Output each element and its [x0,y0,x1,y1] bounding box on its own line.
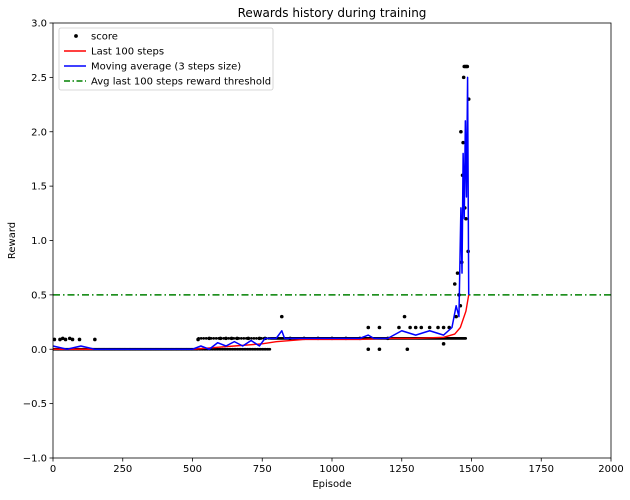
score-point-17 [279,314,284,319]
score-point-34 [441,325,446,330]
x-tick-label-2000: 2000 [598,464,623,475]
x-axis-label: Episode [312,479,351,490]
score-point-41 [454,314,458,319]
score-point-29 [408,325,412,330]
score-point-55 [465,64,470,69]
score-point-15 [257,336,262,341]
score-point-7 [93,337,97,342]
score-point-4 [67,336,72,341]
score-point-37 [377,347,382,352]
score-point [204,336,208,340]
score-point [212,336,216,340]
legend-item-3: Avg last 100 steps reward threshold [64,77,271,88]
score-point-40 [452,282,457,286]
score-point-36 [366,347,371,352]
plot-content [53,64,611,352]
score-point-28 [402,314,407,319]
y-tick-label-6: 2.0 [31,127,47,138]
y-tick-label-4: 1.0 [31,236,47,247]
x-tick-label-1500: 1500 [459,464,484,475]
legend-item-0: score [74,32,118,43]
legend-label-1: Last 100 steps [91,47,164,58]
y-tick-label-3: 0.5 [31,290,47,301]
x-tick-label-1750: 1750 [529,464,554,475]
score-point-11 [224,336,228,341]
x-tick-label-250: 250 [113,464,132,475]
score-point-9 [207,336,212,341]
score-point-12 [229,336,234,341]
legend: score Last 100 steps Moving average (3 ste… [58,27,274,91]
score-point [252,336,256,340]
chart-title: Rewards history during training [238,6,427,20]
legend-label-0: score [91,32,118,43]
score-point-42 [455,271,460,275]
plot-area: 0 250 500 750 1000 1250 1500 1750 2000 −1.0 −0.5 0.… [23,19,624,476]
legend-label-3: Avg last 100 steps reward threshold [91,77,271,88]
score-point [199,336,203,340]
score-point-39 [441,342,446,346]
score-point [268,347,272,351]
legend-item-1: Last 100 steps [64,47,164,58]
score-point-3 [63,337,68,342]
y-tick-label-0: −1.0 [23,454,47,465]
score-point-31 [419,325,424,330]
moving-average-line [53,76,470,350]
legend-item-2: Moving average (3 steps size) [64,62,241,73]
x-tick-label-1000: 1000 [319,464,344,475]
score-point [214,336,218,340]
score-point [227,336,231,340]
y-tick-label-1: −0.5 [23,399,47,410]
y-tick-label-2: 0.0 [31,345,47,356]
score-point-6 [77,337,82,342]
legend-label-2: Moving average (3 steps size) [91,62,241,73]
score-point-24 [366,325,371,330]
x-tick-label-500: 500 [183,464,202,475]
score-point [464,336,468,340]
score-point-2 [60,336,65,341]
x-tick-label-0: 0 [50,464,56,475]
score-point-49 [461,75,466,80]
x-tick-label-750: 750 [253,464,272,475]
score-point [242,336,246,340]
score-point [249,336,253,340]
score-point-13 [235,336,239,341]
score-point-48 [461,140,465,145]
legend-swatch-score [74,34,78,38]
y-tick-label-8: 3.0 [31,19,47,30]
score-point-45 [459,129,463,134]
score-point [254,336,258,340]
score-point-30 [413,325,418,330]
score-point-33 [436,325,440,330]
score-point-14 [246,336,251,341]
score-point-1 [58,337,62,342]
score-point [239,336,243,340]
score-point [202,336,206,340]
score-point-32 [427,325,432,330]
score-point-27 [397,325,401,330]
score-point-25 [377,325,382,330]
score-point-5 [70,337,75,342]
score-point-53 [464,216,468,221]
legend-box [58,27,274,91]
score-point-8 [196,337,200,342]
score-point-0 [53,337,57,342]
score-point-38 [405,347,410,352]
y-tick-label-7: 2.5 [31,73,47,84]
y-tick-label-5: 1.5 [31,182,47,193]
y-axis-label: Reward [7,222,18,259]
x-tick-label-1250: 1250 [389,464,414,475]
score-point-10 [218,336,223,341]
